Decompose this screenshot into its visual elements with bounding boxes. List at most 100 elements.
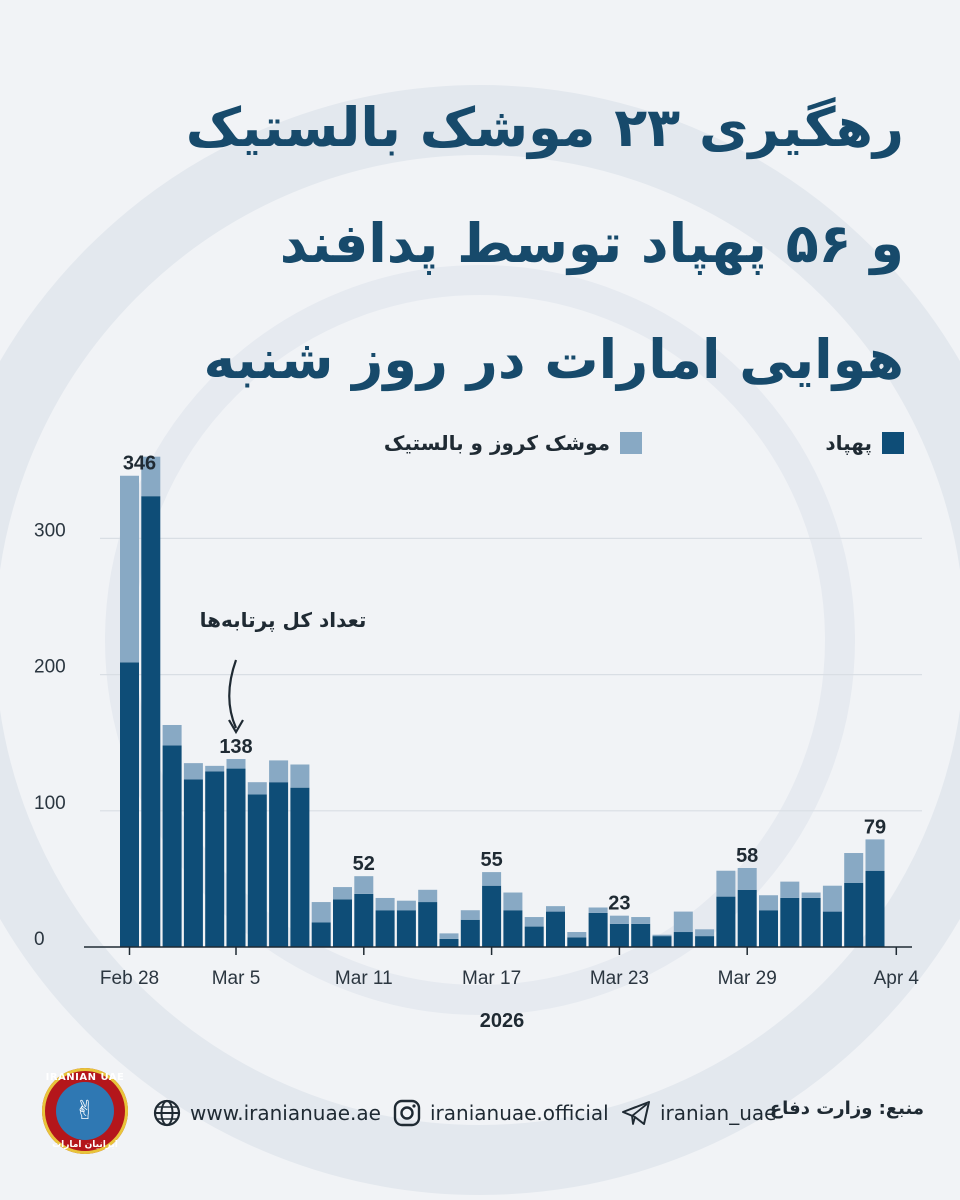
- bar-drones: [780, 897, 800, 947]
- bar-missiles: [865, 839, 885, 871]
- bar-missiles: [503, 892, 523, 911]
- bar-drones: [354, 893, 374, 947]
- data-label-total: 52: [353, 853, 375, 875]
- bar-missiles: [737, 868, 757, 890]
- y-tick-label: 100: [34, 793, 66, 814]
- bar-missiles: [354, 876, 374, 894]
- legend-swatch-missiles: [620, 432, 642, 454]
- logo-text-bottom: ایرانیان امارات: [52, 1140, 118, 1150]
- bar-missiles: [482, 872, 502, 886]
- bar-missiles: [183, 763, 203, 780]
- bar-missiles: [759, 895, 778, 911]
- bar-missiles: [205, 765, 225, 772]
- legend-item-drones: پهپاد: [825, 428, 904, 458]
- bar-drones: [524, 926, 544, 947]
- bar-missiles: [418, 889, 438, 903]
- x-tick-label: Mar 11: [335, 968, 393, 989]
- telegram-icon: [622, 1101, 650, 1125]
- legend-label-drones: پهپاد: [825, 431, 872, 455]
- data-label-total: 346: [123, 453, 156, 475]
- bar-drones: [801, 897, 821, 947]
- bar-drones: [822, 911, 842, 947]
- bar-missiles: [844, 853, 864, 883]
- bar-missiles: [226, 759, 246, 769]
- bar-drones: [141, 496, 161, 947]
- x-tick-label: Mar 17: [462, 968, 521, 989]
- data-label-total: 79: [864, 816, 886, 838]
- title-line-3: هوایی امارات در روز شنبه: [203, 328, 904, 391]
- data-label-total: 23: [608, 893, 630, 915]
- bar-drones: [652, 936, 672, 947]
- bar-missiles: [631, 917, 651, 924]
- y-tick-label: 0: [34, 929, 45, 950]
- bar-drones: [695, 936, 715, 947]
- bar-drones: [290, 787, 310, 947]
- bar-missiles: [567, 932, 587, 938]
- bar-drones: [737, 889, 757, 947]
- bar-drones: [588, 912, 608, 947]
- x-axis-label: 2026: [480, 1010, 525, 1032]
- bar-missiles: [120, 475, 139, 663]
- legend-item-missiles: موشک کروز و بالستیک: [384, 428, 642, 458]
- logo-emblem-icon: ✌: [56, 1082, 114, 1140]
- bar-missiles: [162, 724, 182, 746]
- bar-drones: [418, 902, 438, 947]
- website-text: www.iranianuae.ae: [190, 1101, 381, 1125]
- bar-missiles: [609, 915, 629, 924]
- bar-drones: [311, 922, 331, 947]
- data-label-total: 58: [736, 845, 758, 867]
- bar-drones: [375, 910, 395, 947]
- instagram-text: iranianuae.official: [430, 1101, 609, 1125]
- brand-logo: IRANIAN UAE ✌ ایرانیان امارات: [42, 1068, 128, 1154]
- bar-drones: [226, 768, 246, 947]
- data-label-total: 55: [480, 849, 502, 871]
- bar-missiles: [780, 881, 800, 898]
- bar-drones: [482, 885, 502, 947]
- bar-drones: [439, 938, 459, 947]
- bar-drones: [673, 932, 693, 947]
- telegram-text: iranian_uae: [660, 1101, 777, 1125]
- x-tick-label: Mar 29: [718, 968, 777, 989]
- bar-missiles: [673, 911, 693, 933]
- annotation-total-projectiles: تعداد کل پرتابه‌ها: [199, 608, 367, 632]
- annotation-arrow-head: [228, 719, 244, 735]
- bar-missiles: [269, 760, 289, 783]
- data-label-total: 138: [219, 736, 252, 758]
- bar-missiles: [141, 456, 161, 497]
- bar-missiles: [524, 917, 544, 927]
- bar-drones: [567, 937, 587, 947]
- bar-missiles: [588, 907, 608, 913]
- bar-missiles: [546, 906, 565, 912]
- title: رهگیری ۲۳ موشک بالستیک و ۵۶ پهپاد توسط پ…: [44, 70, 904, 418]
- bar-drones: [120, 662, 139, 947]
- footer: IRANIAN UAE ✌ ایرانیان امارات www.irania…: [0, 1060, 960, 1170]
- x-tick-label: Apr 4: [874, 968, 920, 989]
- bar-drones: [609, 923, 629, 947]
- bar-missiles: [460, 910, 480, 920]
- bar-drones: [865, 870, 885, 947]
- website-link[interactable]: www.iranianuae.ae: [152, 1098, 381, 1128]
- bar-missiles: [290, 764, 310, 788]
- globe-icon: [153, 1099, 181, 1127]
- y-tick-label: 200: [34, 657, 66, 678]
- telegram-link[interactable]: iranian_uae: [620, 1098, 776, 1128]
- y-tick-label: 300: [34, 520, 66, 541]
- title-line-2: و ۵۶ پهپاد توسط پدافند: [279, 212, 904, 275]
- instagram-link[interactable]: iranianuae.official: [392, 1098, 609, 1128]
- bar-missiles: [247, 782, 267, 795]
- bar-drones: [396, 910, 416, 947]
- stacked-bar-chart: 0 100 200 300 Feb 28 Mar 5 Mar 11 Mar 17 Mar 23 M…: [34, 453, 922, 1032]
- x-tick-label: Mar 23: [590, 968, 649, 989]
- x-tick-label: Mar 5: [212, 968, 261, 989]
- instagram-icon: [393, 1099, 421, 1127]
- bar-drones: [247, 794, 267, 947]
- annotation-arrow: [228, 659, 238, 729]
- x-tick-label: Feb 28: [100, 968, 159, 989]
- bar-drones: [759, 910, 778, 947]
- logo-text-top: IRANIAN UAE: [45, 1072, 125, 1083]
- source-note: منبع: وزارت دفاع: [769, 1098, 924, 1119]
- bar-drones: [716, 896, 736, 947]
- bar-missiles: [439, 933, 459, 939]
- bar-drones: [333, 899, 352, 947]
- bar-missiles: [396, 900, 416, 911]
